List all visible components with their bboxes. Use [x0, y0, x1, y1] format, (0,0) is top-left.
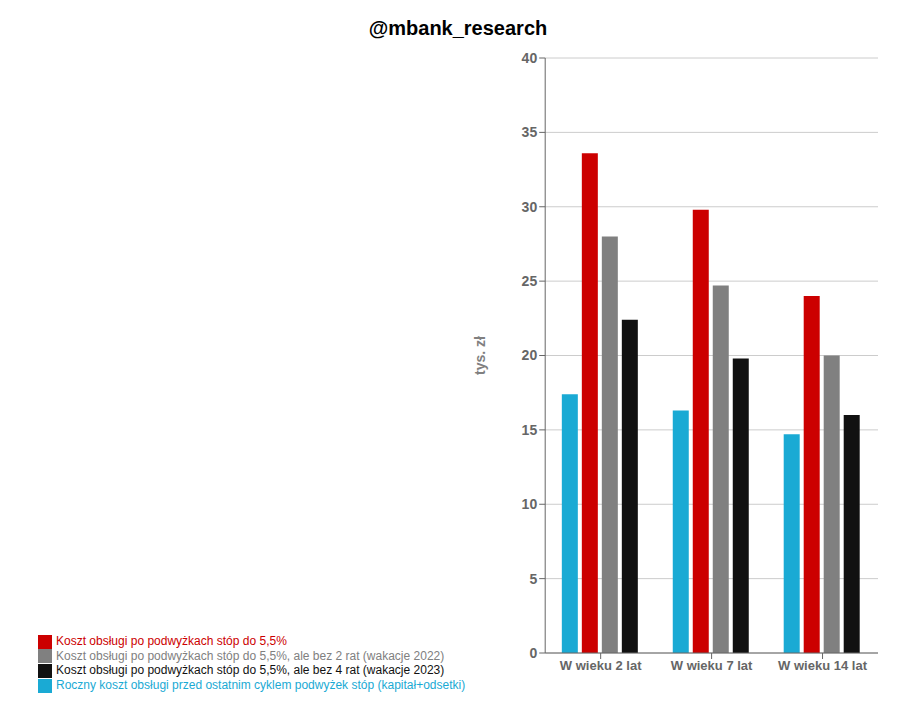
svg-text:30: 30 [522, 199, 538, 215]
svg-text:5: 5 [529, 571, 537, 587]
svg-text:W wieku 7 lat: W wieku 7 lat [671, 658, 753, 673]
svg-text:0: 0 [529, 645, 537, 661]
svg-text:40: 40 [522, 50, 538, 66]
svg-text:W wieku 14 lat: W wieku 14 lat [778, 658, 868, 673]
html-text:Koszt obsługi po podwyżkach st: Koszt obsługi po podwyżkach stóp do 5,5%… [56, 663, 445, 678]
svg-text:10: 10 [522, 496, 538, 512]
html-text:Koszt obsługi po podwyżkach st: Koszt obsługi po podwyżkach stóp do 5,5%… [56, 648, 445, 663]
svg-text:tys. zł: tys. zł [472, 336, 488, 375]
html-text:@mbank_research: @mbank_research [368, 17, 548, 39]
svg-text:35: 35 [522, 124, 538, 140]
svg-text:W wieku 2 lat: W wieku 2 lat [560, 658, 642, 673]
svg-text:20: 20 [522, 347, 538, 363]
svg-text:25: 25 [522, 273, 538, 289]
html-text:Roczny koszt obsługi przed ost: Roczny koszt obsługi przed ostatnim cykl… [56, 678, 466, 693]
svg-text:15: 15 [522, 422, 538, 438]
html-text:Koszt obsługi po podwyżkach st: Koszt obsługi po podwyżkach stóp do 5,5% [56, 633, 287, 648]
